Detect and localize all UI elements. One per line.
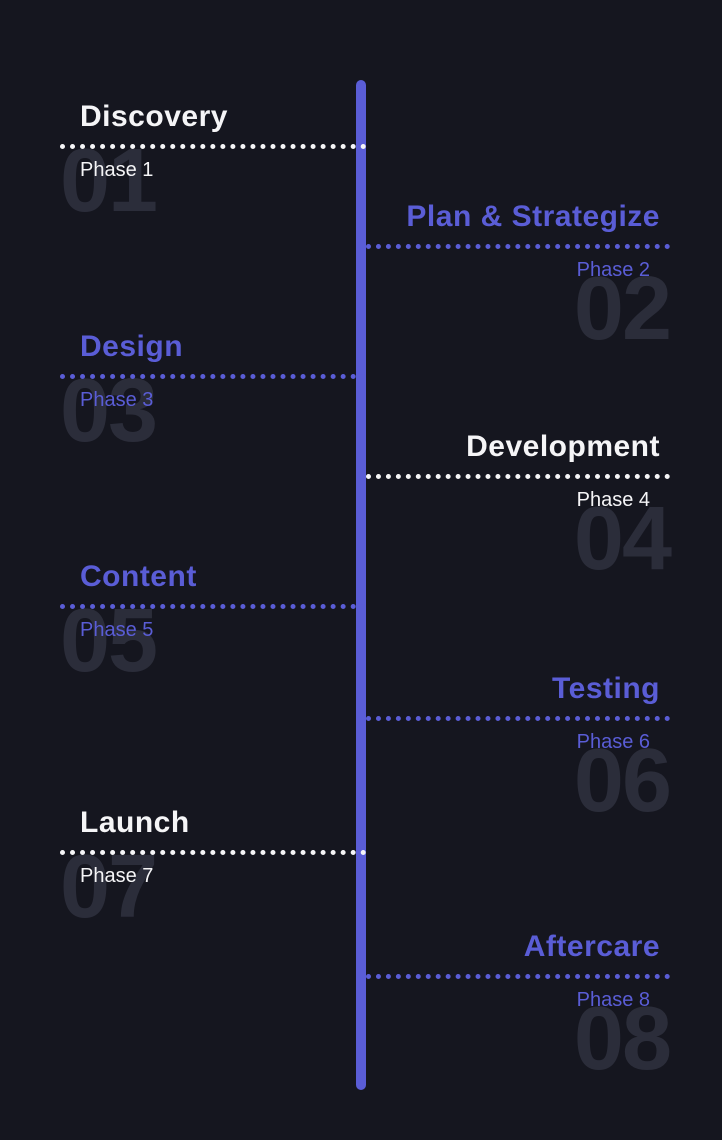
- phase-8: 08 Aftercare Phase 8: [370, 930, 670, 1012]
- phase-3: 03 Design Phase 3: [60, 330, 360, 412]
- phase-title: Discovery: [60, 100, 360, 134]
- phase-title: Content: [60, 560, 360, 594]
- phase-divider: [366, 244, 670, 249]
- phase-6: 06 Testing Phase 6: [370, 672, 670, 754]
- phase-divider: [366, 974, 670, 979]
- phase-2: 02 Plan & Strategize Phase 2: [370, 200, 670, 282]
- phase-1: 01 Discovery Phase 1: [60, 100, 360, 182]
- phase-sub: Phase 2: [370, 259, 670, 282]
- phase-title: Launch: [60, 806, 360, 840]
- phase-sub: Phase 6: [370, 731, 670, 754]
- phase-divider: [60, 604, 366, 609]
- phase-title: Development: [370, 430, 670, 464]
- phase-sub: Phase 3: [60, 389, 360, 412]
- phase-sub: Phase 7: [60, 865, 360, 888]
- phase-sub: Phase 8: [370, 989, 670, 1012]
- phase-title: Aftercare: [370, 930, 670, 964]
- phase-title: Plan & Strategize: [370, 200, 670, 234]
- phase-sub: Phase 5: [60, 619, 360, 642]
- phase-7: 07 Launch Phase 7: [60, 806, 360, 888]
- phase-5: 05 Content Phase 5: [60, 560, 360, 642]
- phase-sub: Phase 4: [370, 489, 670, 512]
- phase-sub: Phase 1: [60, 159, 360, 182]
- phase-4: 04 Development Phase 4: [370, 430, 670, 512]
- phase-divider: [366, 474, 670, 479]
- phase-divider: [60, 850, 366, 855]
- phase-title: Testing: [370, 672, 670, 706]
- phase-divider: [60, 144, 366, 149]
- phase-divider: [366, 716, 670, 721]
- phase-title: Design: [60, 330, 360, 364]
- phase-divider: [60, 374, 366, 379]
